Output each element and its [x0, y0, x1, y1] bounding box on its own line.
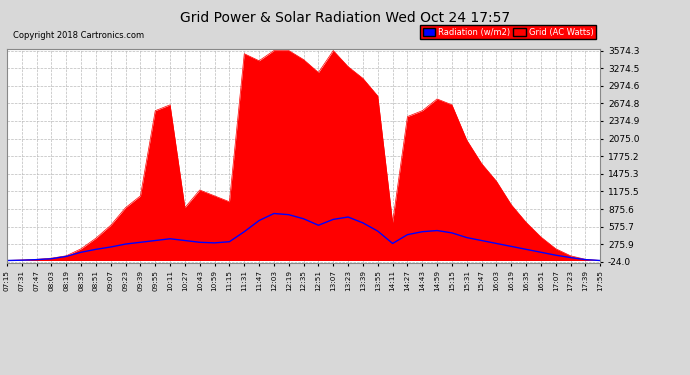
Legend: Radiation (w/m2), Grid (AC Watts): Radiation (w/m2), Grid (AC Watts): [420, 25, 596, 39]
Text: Copyright 2018 Cartronics.com: Copyright 2018 Cartronics.com: [13, 31, 144, 40]
Text: Grid Power & Solar Radiation Wed Oct 24 17:57: Grid Power & Solar Radiation Wed Oct 24 …: [180, 11, 510, 25]
